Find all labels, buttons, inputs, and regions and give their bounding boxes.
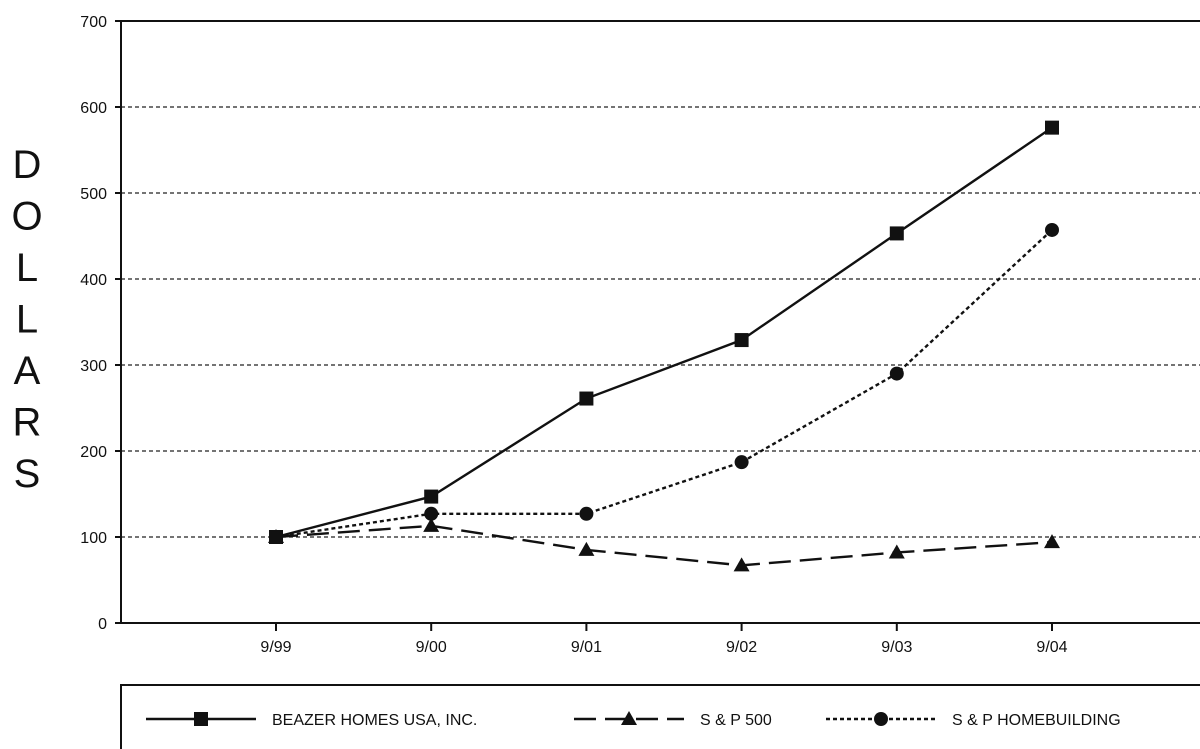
data-point-beazer-homes-usa-inc — [889, 226, 904, 241]
legend-item-s-p-homebuilding: S & P HOMEBUILDING — [826, 712, 1121, 729]
legend-swatch-marker — [874, 712, 888, 726]
x-tick-label: 9/03 — [881, 639, 912, 656]
data-point-beazer-homes-usa-inc — [579, 391, 594, 406]
y-tick-label: 200 — [80, 444, 107, 461]
x-tick-label: 9/99 — [260, 639, 291, 656]
x-tick-label: 9/04 — [1036, 639, 1067, 656]
legend-label: S & P HOMEBUILDING — [952, 712, 1121, 729]
y-tick-label: 700 — [80, 14, 107, 31]
y-tick-label: 0 — [98, 616, 107, 633]
data-point-s-p-500 — [1044, 534, 1060, 549]
y-tick-label: 300 — [80, 358, 107, 375]
data-point-s-p-500 — [888, 544, 905, 559]
legend: BEAZER HOMES USA, INC. S & P 500 S & P HOM… — [120, 684, 1200, 749]
data-point-s-p-500 — [733, 557, 750, 572]
x-tick-label: 9/01 — [571, 639, 602, 656]
data-point-s-p-homebuilding — [424, 506, 439, 521]
series-line-s-p-homebuilding — [275, 229, 1053, 539]
data-point-beazer-homes-usa-inc — [1045, 120, 1059, 135]
data-point-s-p-homebuilding — [889, 366, 904, 381]
y-axis-title-letter: O — [11, 195, 42, 239]
series-line-beazer-homes-usa-inc — [275, 126, 1053, 539]
y-tick-labels: 0 100 200 300 400 500 600 700 — [80, 14, 107, 633]
y-tick-label: 100 — [80, 530, 107, 547]
series-beazer-homes-usa-inc — [269, 120, 1059, 544]
y-axis-title-letter: R — [13, 401, 42, 445]
series-group — [268, 120, 1060, 572]
data-point-beazer-homes-usa-inc — [269, 530, 283, 544]
data-point-s-p-homebuilding — [734, 455, 749, 470]
y-axis-title-letter: A — [14, 349, 41, 393]
series-s-p-500 — [268, 517, 1060, 572]
legend-item-s-p-500: S & P 500 — [574, 711, 772, 729]
legend-box — [120, 684, 1200, 749]
data-point-beazer-homes-usa-inc — [424, 489, 439, 504]
series-line-s-p-500 — [275, 524, 1053, 567]
y-axis-title-letter: L — [16, 246, 38, 290]
y-tick-label: 500 — [80, 186, 107, 203]
axes — [120, 20, 1200, 624]
legend-item-beazer-homes-usa-inc: BEAZER HOMES USA, INC. — [146, 712, 477, 729]
y-axis-title-letter: L — [16, 298, 38, 342]
y-tick-label: 600 — [80, 100, 107, 117]
data-point-s-p-500 — [423, 517, 440, 532]
legend-label: S & P 500 — [700, 712, 772, 729]
data-point-s-p-homebuilding — [579, 506, 594, 521]
series-s-p-homebuilding — [269, 222, 1059, 544]
y-axis-title-letter: S — [14, 452, 41, 496]
legend-swatch-marker — [621, 711, 637, 725]
data-point-beazer-homes-usa-inc — [734, 333, 749, 348]
data-point-s-p-homebuilding — [1045, 222, 1059, 237]
x-tick-label: 9/00 — [416, 639, 447, 656]
y-axis-title-letter: D — [13, 143, 42, 187]
x-tick-label: 9/02 — [726, 639, 757, 656]
legend-label: BEAZER HOMES USA, INC. — [272, 712, 477, 729]
legend-swatch-marker — [194, 712, 208, 726]
grid-lines — [115, 20, 1200, 624]
x-tick-labels: 9/99 9/00 9/01 9/02 9/03 9/04 — [260, 623, 1068, 656]
y-tick-label: 400 — [80, 272, 107, 289]
data-point-s-p-500 — [578, 541, 595, 556]
